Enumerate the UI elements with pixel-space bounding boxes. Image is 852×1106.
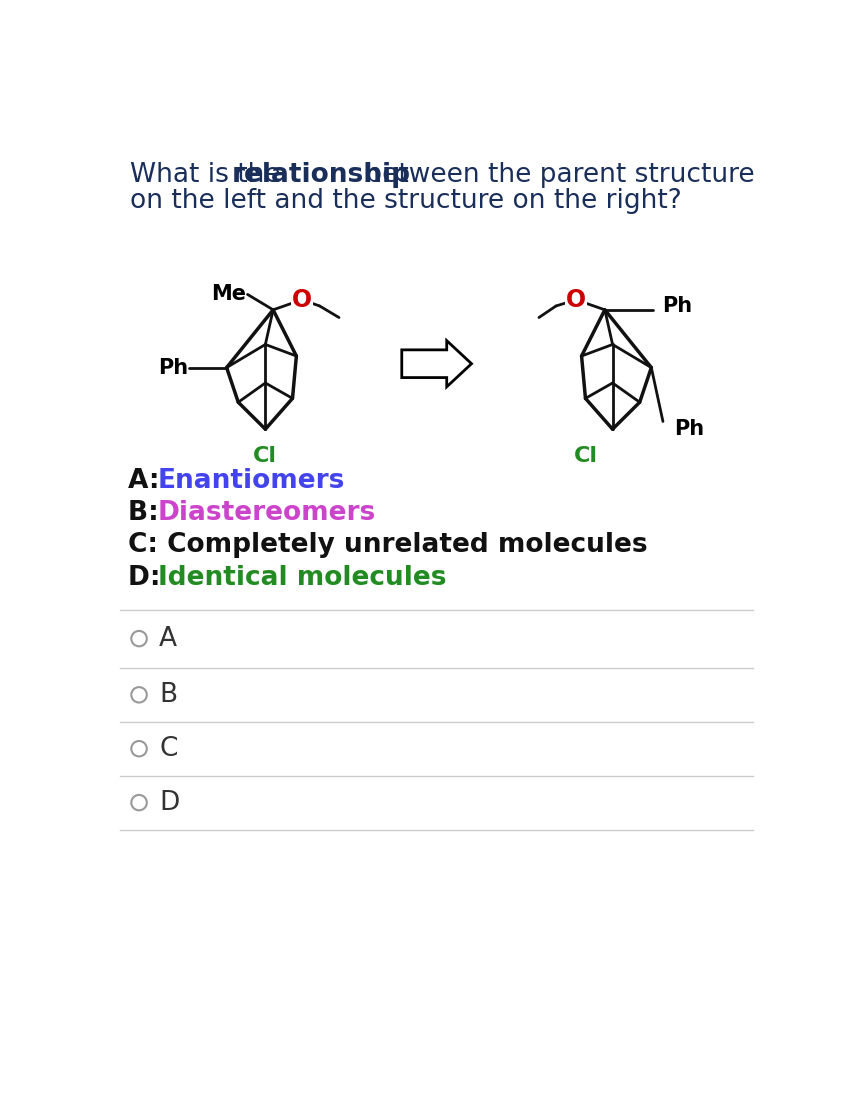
Text: Diastereomers: Diastereomers: [158, 500, 376, 526]
Text: O: O: [566, 288, 586, 312]
Text: B: B: [159, 681, 177, 708]
Text: relationship: relationship: [231, 161, 411, 188]
Text: D: D: [159, 790, 180, 815]
Text: A:: A:: [128, 468, 169, 493]
Text: Me: Me: [211, 284, 246, 304]
Text: What is the: What is the: [130, 161, 289, 188]
Polygon shape: [402, 341, 471, 387]
Text: B:: B:: [128, 500, 168, 526]
Text: C: C: [159, 735, 177, 762]
Text: Cl: Cl: [253, 446, 278, 466]
Text: Ph: Ph: [662, 296, 693, 316]
Text: Ph: Ph: [674, 419, 704, 439]
Text: C: Completely unrelated molecules: C: Completely unrelated molecules: [128, 532, 648, 559]
Text: O: O: [291, 288, 312, 312]
Text: on the left and the structure on the right?: on the left and the structure on the rig…: [130, 188, 682, 215]
Text: between the parent structure: between the parent structure: [357, 161, 755, 188]
Text: Identical molecules: Identical molecules: [158, 565, 446, 591]
Text: A: A: [159, 626, 177, 651]
Text: D:: D:: [128, 565, 170, 591]
Text: Cl: Cl: [573, 446, 597, 466]
Text: Enantiomers: Enantiomers: [158, 468, 345, 493]
Text: Ph: Ph: [158, 357, 188, 377]
